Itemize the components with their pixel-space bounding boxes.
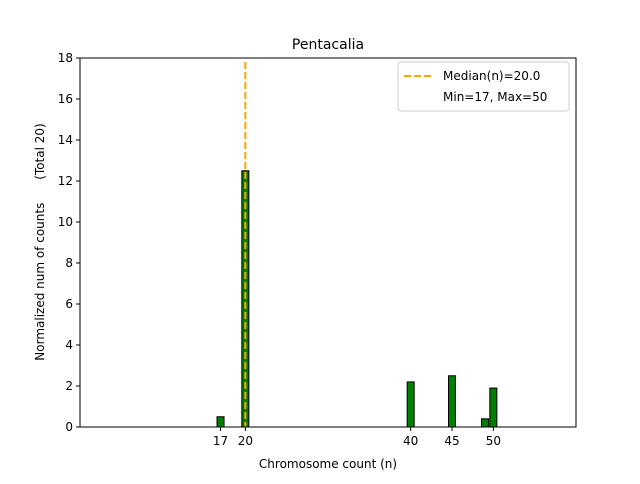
x-tick-label: 20 — [238, 434, 253, 448]
y-tick-label: 18 — [58, 51, 73, 65]
legend-minmax-label: Min=17, Max=50 — [443, 90, 547, 104]
y-tick-label: 6 — [65, 297, 73, 311]
legend-median-label: Median(n)=20.0 — [443, 69, 540, 83]
y-tick-label: 10 — [58, 215, 73, 229]
x-tick-label: 40 — [403, 434, 418, 448]
bar — [481, 418, 490, 428]
bar — [216, 416, 225, 428]
y-tick-label: 0 — [65, 420, 73, 434]
x-tick-label: 50 — [486, 434, 501, 448]
bar — [447, 375, 457, 428]
legend: Median(n)=20.0 Min=17, Max=50 — [397, 61, 570, 112]
y-tick-label: 12 — [58, 174, 73, 188]
y-axis-label: Normalized num of counts (Total 20) — [33, 123, 47, 360]
chart-title: Pentacalia — [292, 37, 364, 53]
x-tick-label: 17 — [213, 434, 228, 448]
bar — [489, 387, 498, 428]
y-tick-label: 8 — [65, 256, 73, 270]
y-tick-label: 2 — [65, 379, 73, 393]
x-axis-label: Chromosome count (n) — [259, 457, 397, 471]
x-tick-label: 45 — [444, 434, 459, 448]
axes-frame — [79, 57, 577, 428]
legend-box — [397, 61, 570, 112]
bar — [406, 381, 415, 428]
plot-area: 0 2 4 6 8 10 12 14 16 18 17 20 40 45 50 — [58, 51, 577, 448]
y-tick-label: 14 — [58, 133, 73, 147]
y-tick-label: 4 — [65, 338, 73, 352]
y-tick-label: 16 — [58, 92, 73, 106]
